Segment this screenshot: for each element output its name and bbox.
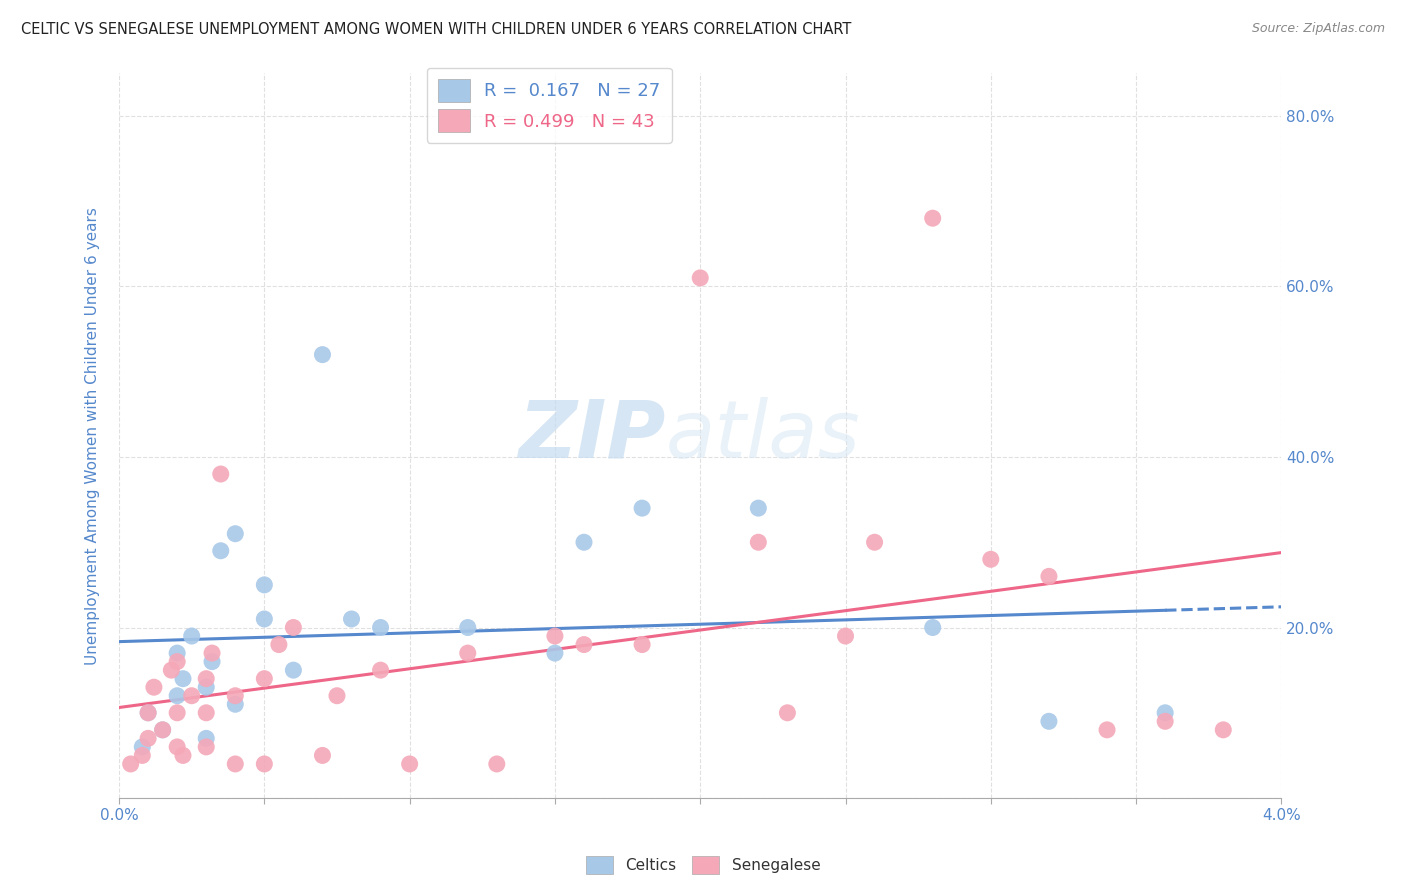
Legend: R =  0.167   N = 27, R = 0.499   N = 43: R = 0.167 N = 27, R = 0.499 N = 43 [426,68,672,143]
Point [152,723,174,737]
Point [136,731,159,746]
Point [195,680,218,694]
Point [572,535,595,549]
Point [120,756,142,771]
Point [776,706,799,720]
Point [921,211,943,226]
Point [1154,706,1177,720]
Point [209,543,232,558]
Point [980,552,1002,566]
Point [166,646,188,660]
Point [224,698,246,712]
Text: atlas: atlas [665,397,860,475]
Point [457,620,479,634]
Legend: Celtics, Senegalese: Celtics, Senegalese [579,850,827,880]
Point [166,706,188,720]
Point [224,689,246,703]
Point [136,706,159,720]
Point [209,467,232,481]
Y-axis label: Unemployment Among Women with Children Under 6 years: Unemployment Among Women with Children U… [86,207,100,665]
Point [370,620,392,634]
Point [544,629,567,643]
Point [201,646,224,660]
Point [195,706,218,720]
Point [631,638,654,652]
Point [267,638,290,652]
Point [253,756,276,771]
Point [201,655,224,669]
Point [283,663,305,677]
Point [1154,714,1177,729]
Point [370,663,392,677]
Point [863,535,886,549]
Point [131,739,153,754]
Point [160,663,183,677]
Point [747,501,769,516]
Point [195,731,218,746]
Point [457,646,479,660]
Point [136,706,159,720]
Point [311,748,333,763]
Point [253,672,276,686]
Point [166,689,188,703]
Point [631,501,654,516]
Point [1212,723,1234,737]
Point [131,748,153,763]
Point [152,723,174,737]
Point [834,629,856,643]
Text: ZIP: ZIP [517,397,665,475]
Point [485,756,508,771]
Point [195,739,218,754]
Point [747,535,769,549]
Point [224,756,246,771]
Point [166,739,188,754]
Point [253,612,276,626]
Point [224,526,246,541]
Point [921,620,943,634]
Point [544,646,567,660]
Point [1095,723,1118,737]
Point [180,689,202,703]
Point [340,612,363,626]
Text: CELTIC VS SENEGALESE UNEMPLOYMENT AMONG WOMEN WITH CHILDREN UNDER 6 YEARS CORREL: CELTIC VS SENEGALESE UNEMPLOYMENT AMONG … [21,22,852,37]
Point [283,620,305,634]
Point [1038,569,1060,583]
Point [166,655,188,669]
Point [180,629,202,643]
Point [326,689,349,703]
Point [1038,714,1060,729]
Point [253,578,276,592]
Point [398,756,420,771]
Text: Source: ZipAtlas.com: Source: ZipAtlas.com [1251,22,1385,36]
Point [142,680,165,694]
Point [572,638,595,652]
Point [195,672,218,686]
Point [689,271,711,285]
Point [311,348,333,362]
Point [172,748,194,763]
Point [172,672,194,686]
